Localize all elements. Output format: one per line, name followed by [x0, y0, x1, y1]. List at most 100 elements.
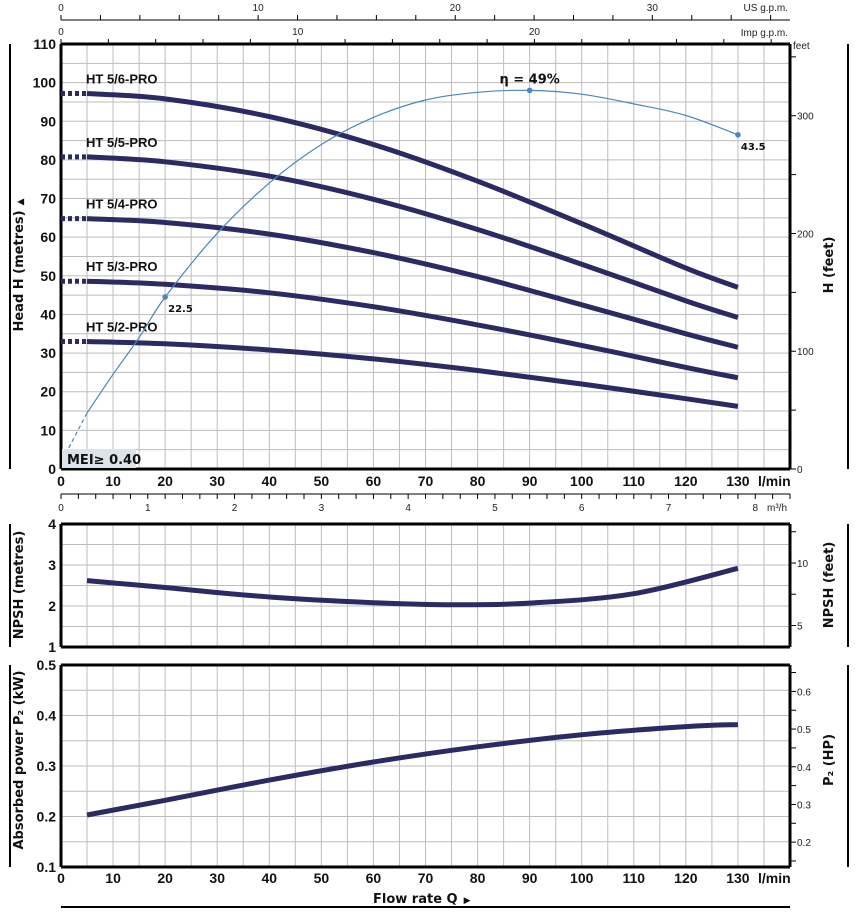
y-tick-label: 1: [48, 639, 56, 655]
series-line-ht-5-2-pro: [86, 339, 739, 409]
x-tick-label: 100: [570, 870, 594, 886]
y-tick-label: 3: [48, 557, 56, 573]
power-y-axis-title: Absorbed power P₂ (kW): [12, 670, 27, 849]
series-line-ht-5-4-pro: [86, 216, 739, 350]
x-tick-label: 80: [470, 870, 486, 886]
y2-tick-label: 300: [797, 112, 814, 123]
y2-tick-label: 0.6: [797, 687, 811, 698]
y-tick-label: 100: [33, 75, 57, 91]
efficiency-curve: [86, 89, 739, 414]
x-tick-label: 70: [418, 473, 434, 489]
x-tick-label: 20: [157, 473, 173, 489]
npsh-y-axis-title: NPSH (metres): [12, 531, 27, 640]
m3h-tick-label: 6: [579, 503, 585, 514]
y2-tick-label: 5: [797, 622, 803, 633]
us-gpm-tick-label: 0: [58, 3, 64, 14]
imp-gpm-unit-label: Imp g.p.m.: [741, 28, 788, 39]
x-tick-label: 10: [105, 870, 121, 886]
us-gpm-tick-label: 30: [647, 3, 659, 14]
npsh-y2-axis-title: NPSH (feet): [822, 542, 837, 629]
m3h-tick-label: 5: [492, 503, 498, 514]
x-tick-label: 30: [209, 473, 225, 489]
x-tick-label: 130: [726, 473, 750, 489]
x-tick-label: 30: [209, 870, 225, 886]
y-tick-label: 110: [33, 36, 56, 52]
series-line-npsh: [86, 565, 739, 608]
us-gpm-tick-label: 10: [253, 3, 265, 14]
y2-tick-label: 0.2: [797, 838, 811, 849]
x-tick-label: 50: [314, 473, 330, 489]
y2-tick-label: 100: [797, 347, 814, 358]
efficiency-point-label: η = 49%: [499, 72, 559, 87]
y2-tick-label: 0.5: [797, 725, 811, 736]
y-tick-label: 20: [40, 384, 56, 400]
x-tick-label: 80: [470, 473, 486, 489]
y-tick-label: 0: [48, 461, 56, 477]
series-label: HT 5/6-PRO: [86, 71, 158, 86]
y-tick-label: 80: [40, 152, 56, 168]
y-tick-label: 0.4: [37, 708, 57, 724]
imp-gpm-tick-label: 20: [529, 27, 541, 38]
x-tick-label: 70: [418, 870, 434, 886]
y-tick-label: 10: [40, 422, 56, 438]
m3h-tick-label: 2: [232, 503, 238, 514]
efficiency-point: [735, 131, 741, 138]
x-tick-label: 130: [726, 870, 750, 886]
efficiency-point: [162, 294, 168, 300]
mei-annotation: MEI≥ 0.40: [67, 453, 141, 468]
x-tick-label: 90: [522, 870, 538, 886]
series-line-p2: [86, 722, 738, 818]
power-y2-axis-title: P₂ (HP): [822, 734, 837, 786]
x-tick-label: 110: [622, 870, 645, 886]
series-label: HT 5/2-PRO: [86, 320, 158, 335]
y2-tick-label: 0.3: [797, 800, 811, 811]
y-tick-label: 0.1: [37, 859, 57, 875]
y-tick-label: 30: [40, 345, 56, 361]
flow-rate-label-text: Flow rate Q: [373, 892, 458, 907]
npsh-chart: 1 2 3 4 5 10: [9, 516, 849, 655]
head-y-axis-title-text: Head H (metres): [12, 210, 27, 331]
x-tick-label: 20: [157, 870, 173, 886]
flow-rate-label: Flow rate Q ▶: [373, 892, 471, 907]
y-tick-label: 2: [48, 598, 56, 614]
mei-box: [62, 449, 136, 468]
series-line-ht-5-6-pro: [86, 91, 739, 290]
m3h-unit-label: m³/h: [767, 503, 787, 514]
series-line-ht-5-3-pro: [86, 278, 739, 381]
y-tick-label: 0.5: [37, 657, 57, 673]
y-tick-label: 60: [40, 229, 56, 245]
flow-rate-arrow: ▶: [464, 896, 471, 906]
m3h-tick-label: 4: [405, 503, 411, 514]
head-y-axis-title: Head H (metres) ▲: [12, 198, 27, 331]
x-tick-label: 120: [674, 870, 698, 886]
y-tick-label: 0.3: [37, 758, 57, 774]
feet-unit-label: feet: [793, 41, 810, 52]
x-tick-label: 60: [366, 870, 382, 886]
y2-tick-label: 0.4: [797, 763, 811, 774]
x-tick-label: 0: [57, 473, 65, 489]
m3h-tick-label: 3: [319, 503, 325, 514]
x-tick-label: 10: [105, 473, 121, 489]
x-tick-label: 110: [622, 473, 645, 489]
head-y-axis-arrow: ▲: [16, 198, 26, 205]
m3h-tick-label: 7: [666, 503, 672, 514]
efficiency-point-label: 43.5: [741, 142, 766, 153]
us-gpm-tick-label: 20: [450, 3, 462, 14]
y-tick-label: 0.2: [37, 809, 57, 825]
series-label: HT 5/4-PRO: [86, 197, 158, 212]
x-tick-label: 0: [57, 870, 65, 886]
x-tick-label: 100: [570, 473, 594, 489]
y-tick-label: 70: [40, 191, 56, 207]
y2-tick-label: 200: [797, 229, 814, 240]
x-tick-label: 60: [366, 473, 382, 489]
x-tick-label: 40: [261, 473, 277, 489]
power-xunit-label: l/min: [758, 870, 791, 886]
efficiency-point: [526, 87, 533, 94]
y-tick-label: 50: [40, 268, 56, 284]
efficiency-point-label: 22.5: [168, 304, 193, 315]
y2-tick-label: 10: [797, 559, 809, 570]
y-tick-label: 90: [40, 113, 56, 129]
m3h-tick-label: 0: [58, 503, 64, 514]
